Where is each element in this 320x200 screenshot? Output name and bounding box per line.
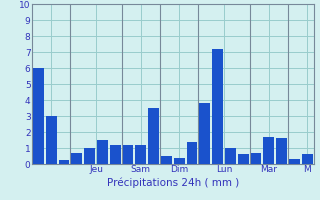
Bar [84, 148, 95, 164]
Bar [238, 154, 249, 164]
Bar [148, 108, 159, 164]
Bar [251, 153, 261, 164]
Bar [225, 148, 236, 164]
Bar [46, 116, 57, 164]
Bar [123, 145, 133, 164]
Bar [276, 138, 287, 164]
Bar [33, 68, 44, 164]
Bar [174, 158, 185, 164]
Bar [263, 137, 274, 164]
Bar [289, 159, 300, 164]
Bar [59, 160, 69, 164]
Bar [212, 49, 223, 164]
Bar [199, 103, 210, 164]
X-axis label: Précipitations 24h ( mm ): Précipitations 24h ( mm ) [107, 177, 239, 188]
Bar [302, 154, 313, 164]
Bar [97, 140, 108, 164]
Bar [110, 145, 121, 164]
Bar [161, 156, 172, 164]
Bar [71, 153, 82, 164]
Bar [187, 142, 197, 164]
Bar [135, 145, 146, 164]
